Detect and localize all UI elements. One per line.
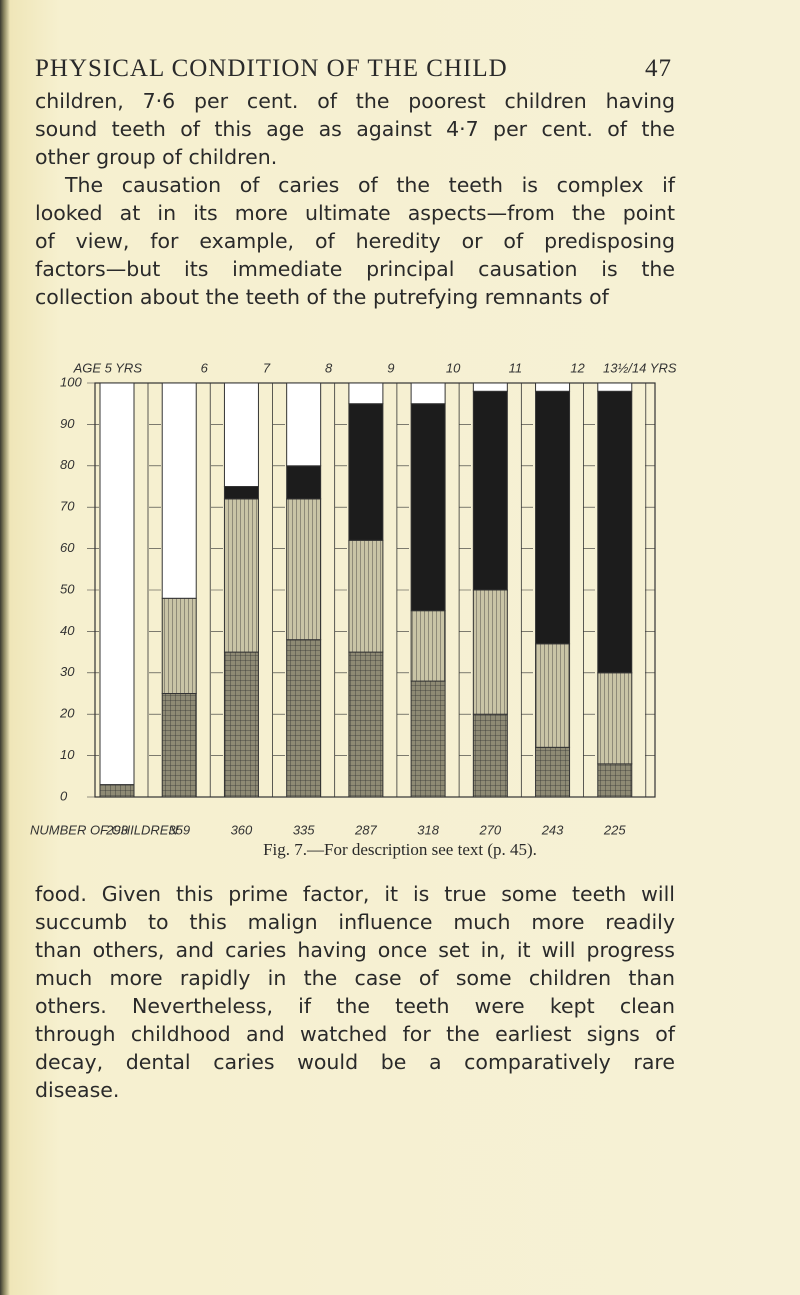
y-tick-label: 80 <box>60 457 75 472</box>
bar-pattern <box>224 498 259 653</box>
age-label: 6 <box>201 360 209 375</box>
age-label: AGE 5 YRS <box>73 360 143 375</box>
bar-pattern <box>224 652 259 797</box>
text-line: factors—but its immediate principal caus… <box>35 257 675 281</box>
bar-segment <box>472 382 508 392</box>
text-line: than others, and caries having once set … <box>35 938 675 962</box>
count-label: 270 <box>478 822 501 837</box>
bar-segment <box>161 382 197 599</box>
bar-pattern <box>597 672 632 764</box>
y-tick-label: 40 <box>60 623 75 638</box>
age-label: 12 <box>570 360 585 375</box>
bar-segment <box>535 382 571 392</box>
count-label: 360 <box>231 822 253 837</box>
page-number: 47 <box>645 55 672 82</box>
text-line: decay, dental caries would be a comparat… <box>35 1050 675 1074</box>
y-tick-label: 30 <box>60 664 75 679</box>
count-label: 335 <box>293 822 315 837</box>
count-label: 225 <box>603 822 626 837</box>
bar-pattern <box>286 639 321 797</box>
text-line: collection about the teeth of the putref… <box>35 285 609 309</box>
bar-segment <box>99 382 135 786</box>
y-tick-label: 90 <box>60 416 75 431</box>
figure-caption: Fig. 7.—For description see text (p. 45)… <box>263 840 537 859</box>
bar-pattern <box>473 590 508 715</box>
count-label: 359 <box>168 822 190 837</box>
age-label: 9 <box>387 360 394 375</box>
paragraph: food. Given this prime factor, it is tru… <box>35 880 675 1104</box>
bar-pattern <box>162 598 197 694</box>
age-label: 8 <box>325 360 333 375</box>
text-line: through childhood and watched for the ea… <box>35 1022 675 1046</box>
bar-pattern <box>535 747 570 797</box>
bar-segment <box>472 390 508 591</box>
age-label: 11 <box>509 360 523 375</box>
bar-pattern <box>286 498 321 640</box>
bar-pattern <box>411 681 446 797</box>
bar-segment <box>597 382 633 392</box>
bar-segment <box>286 465 322 500</box>
bar-pattern <box>162 693 197 797</box>
bar-segment <box>535 390 571 645</box>
bar-segment <box>348 382 384 405</box>
age-label: 13½/14 YRS <box>603 360 677 375</box>
y-tick-label: 10 <box>60 747 75 762</box>
count-label: 287 <box>354 822 377 837</box>
running-title: PHYSICAL CONDITION OF THE CHILD <box>35 55 508 82</box>
age-label: 7 <box>263 360 271 375</box>
text-line: others. Nevertheless, if the teeth were … <box>35 994 675 1018</box>
text-line: other group of children. <box>35 145 278 169</box>
count-label: 293 <box>105 822 128 837</box>
bar-pattern <box>597 763 632 797</box>
bar-segment <box>410 403 446 612</box>
bar-segment <box>348 403 384 541</box>
bar-segment <box>223 486 259 500</box>
text-line: looked at in its more ultimate aspects—f… <box>35 201 675 225</box>
y-tick-label: 20 <box>59 706 75 721</box>
bar-pattern <box>411 610 446 682</box>
text-line: much more rapidly in the case of some ch… <box>35 966 675 990</box>
y-tick-label: 70 <box>60 499 75 514</box>
bar-pattern <box>100 784 134 797</box>
count-axis-label: NUMBER OF CHILDREN <box>30 822 178 837</box>
text-line: food. Given this prime factor, it is tru… <box>35 882 675 906</box>
text-line: of view, for example, of heredity or of … <box>35 229 675 253</box>
bar-pattern <box>348 652 383 797</box>
paragraph: children, 7·6 per cent. of the poorest c… <box>35 87 675 311</box>
y-tick-label: 50 <box>60 581 75 596</box>
bar-pattern <box>473 714 508 797</box>
text-line: children, 7·6 per cent. of the poorest c… <box>35 89 675 113</box>
text-line: The causation of caries of the teeth is … <box>65 173 675 197</box>
text-line: sound teeth of this age as against 4·7 p… <box>35 117 675 141</box>
y-tick-label: 60 <box>60 540 75 555</box>
y-tick-label: 0 <box>60 788 68 803</box>
age-label: 10 <box>446 360 461 375</box>
count-label: 318 <box>417 822 439 837</box>
bar-pattern <box>535 643 570 748</box>
text-line: disease. <box>35 1078 120 1102</box>
bar-segment <box>597 390 633 674</box>
bar-segment <box>223 382 259 487</box>
count-label: 243 <box>541 822 564 837</box>
bar-pattern <box>348 540 383 653</box>
text-line: succumb to this malign influence much mo… <box>35 910 675 934</box>
bar-segment <box>410 382 446 405</box>
bar-segment <box>286 382 322 467</box>
y-tick-label: 100 <box>60 374 82 389</box>
